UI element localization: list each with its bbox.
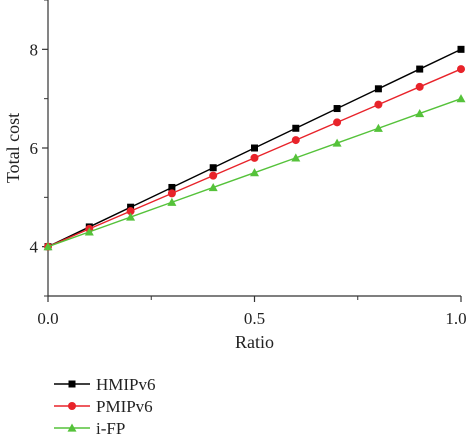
data-point [250, 168, 259, 177]
y-tick-label: 6 [30, 139, 39, 158]
legend-marker [67, 423, 77, 432]
data-point [333, 118, 342, 127]
data-point [456, 94, 466, 103]
data-point [168, 183, 176, 191]
data-point [333, 105, 341, 113]
data-point [416, 65, 424, 73]
legend-item: i-FP [54, 419, 125, 438]
legend-marker [68, 402, 76, 410]
x-tick-label: 0.0 [37, 309, 58, 328]
data-point [208, 182, 218, 192]
data-point [43, 242, 53, 251]
data-point [374, 100, 383, 109]
data-point [167, 189, 176, 198]
data-point [167, 197, 177, 206]
data-point [250, 153, 259, 162]
y-tick-label: 4 [30, 238, 39, 257]
data-point [457, 65, 465, 74]
data-point [209, 164, 217, 172]
legend-label: HMIPv6 [96, 375, 156, 394]
x-tick-label: 1.0 [445, 309, 466, 328]
data-point [209, 171, 218, 180]
data-point [291, 136, 300, 145]
legend-item: PMIPv6 [54, 397, 153, 416]
legend-item: HMIPv6 [54, 375, 156, 394]
series-i-fp [43, 94, 466, 251]
series-hmipv6 [44, 45, 465, 251]
series-pmipv6 [44, 65, 465, 251]
data-point [332, 138, 342, 147]
y-axis-title: Total cost [3, 113, 23, 183]
data-point [374, 85, 382, 93]
x-tick-label: 0.5 [244, 309, 265, 328]
x-axis-title: Ratio [235, 332, 274, 352]
legend: HMIPv6 PMIPv6 i-FP [54, 375, 156, 438]
y-tick-label: 8 [30, 40, 39, 59]
axes: 4 6 8 0.0 0.5 1.0 Ratio Total cost [3, 0, 467, 352]
legend-label: PMIPv6 [96, 397, 153, 416]
data-point [457, 45, 465, 53]
data-point [291, 153, 301, 162]
legend-label: i-FP [96, 419, 125, 438]
series-layer [43, 45, 466, 251]
data-point [292, 124, 300, 132]
data-point [373, 123, 383, 132]
data-point [126, 212, 136, 221]
data-point [415, 108, 425, 118]
data-point [126, 207, 135, 216]
data-point [415, 82, 424, 91]
data-point [251, 144, 258, 152]
legend-marker [68, 380, 76, 388]
data-point [84, 227, 94, 236]
